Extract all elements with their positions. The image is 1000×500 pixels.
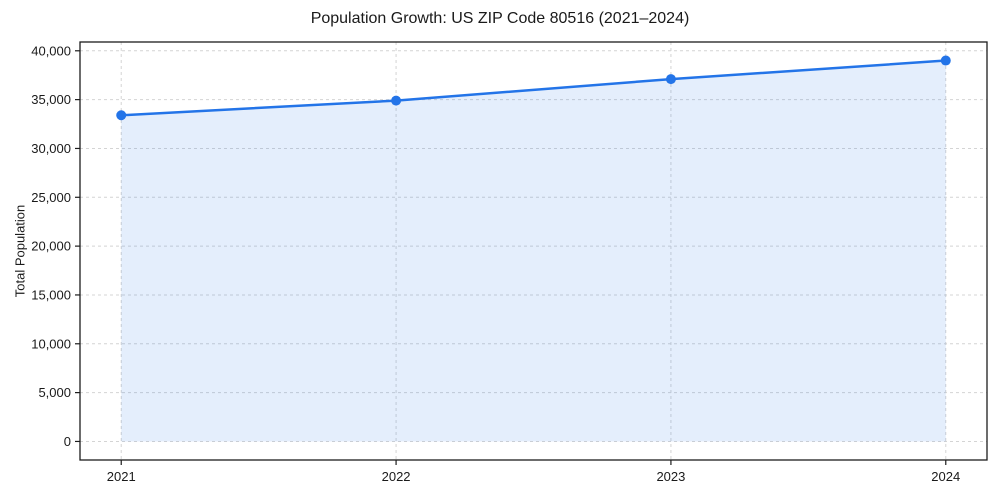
x-tick-label: 2023 (656, 469, 685, 484)
data-line (119, 59, 948, 117)
y-tick-label: 0 (64, 434, 71, 449)
y-tick-label: 35,000 (31, 92, 71, 107)
y-tick-label: 30,000 (31, 141, 71, 156)
y-tick-label: 20,000 (31, 239, 71, 254)
y-tick-label: 25,000 (31, 190, 71, 205)
y-tick-label: 10,000 (31, 336, 71, 351)
data-point-2022 (391, 95, 402, 106)
x-tick-label: 2021 (107, 469, 136, 484)
data-point-2021 (116, 110, 127, 121)
data-point-2023 (665, 74, 676, 85)
y-tick-label: 15,000 (31, 287, 71, 302)
y-tick-label: 40,000 (31, 43, 71, 58)
data-point-2024 (940, 55, 951, 66)
y-tick-label: 5,000 (38, 385, 71, 400)
x-tick-label: 2022 (382, 469, 411, 484)
area-fill (121, 60, 946, 442)
x-tick-label: 2024 (931, 469, 960, 484)
chart-title: Population Growth: US ZIP Code 80516 (20… (310, 10, 690, 27)
axis-spines (79, 41, 988, 461)
